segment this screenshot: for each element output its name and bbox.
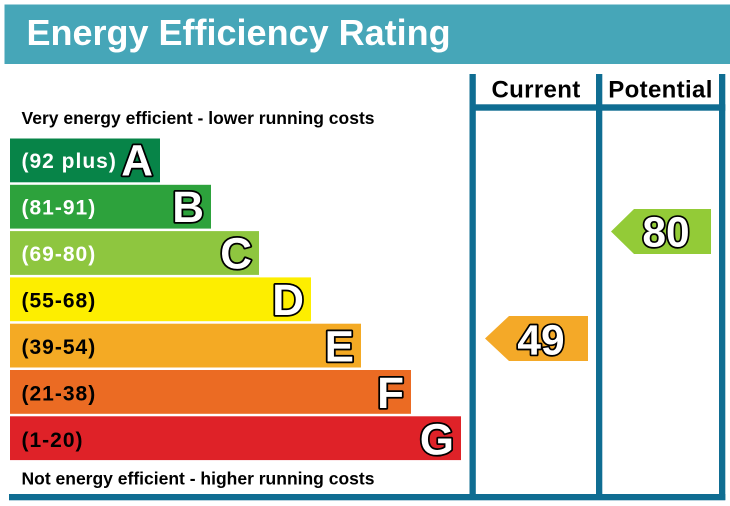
svg-text:Potential: Potential: [608, 76, 713, 103]
svg-text:(1-20): (1-20): [22, 429, 84, 452]
svg-text:(69-80): (69-80): [22, 243, 97, 266]
svg-text:(21-38): (21-38): [22, 382, 97, 405]
svg-text:(55-68): (55-68): [22, 289, 97, 312]
svg-text:Current: Current: [491, 76, 580, 103]
svg-text:Very energy efficient - lower: Very energy efficient - lower running co…: [22, 108, 375, 128]
svg-text:Energy Efficiency Rating: Energy Efficiency Rating: [27, 12, 451, 53]
svg-text:(92 plus): (92 plus): [22, 150, 117, 173]
svg-text:Not energy efficient - higher: Not energy efficient - higher running co…: [22, 469, 375, 489]
svg-text:(39-54): (39-54): [22, 336, 97, 359]
svg-text:(81-91): (81-91): [22, 196, 97, 219]
